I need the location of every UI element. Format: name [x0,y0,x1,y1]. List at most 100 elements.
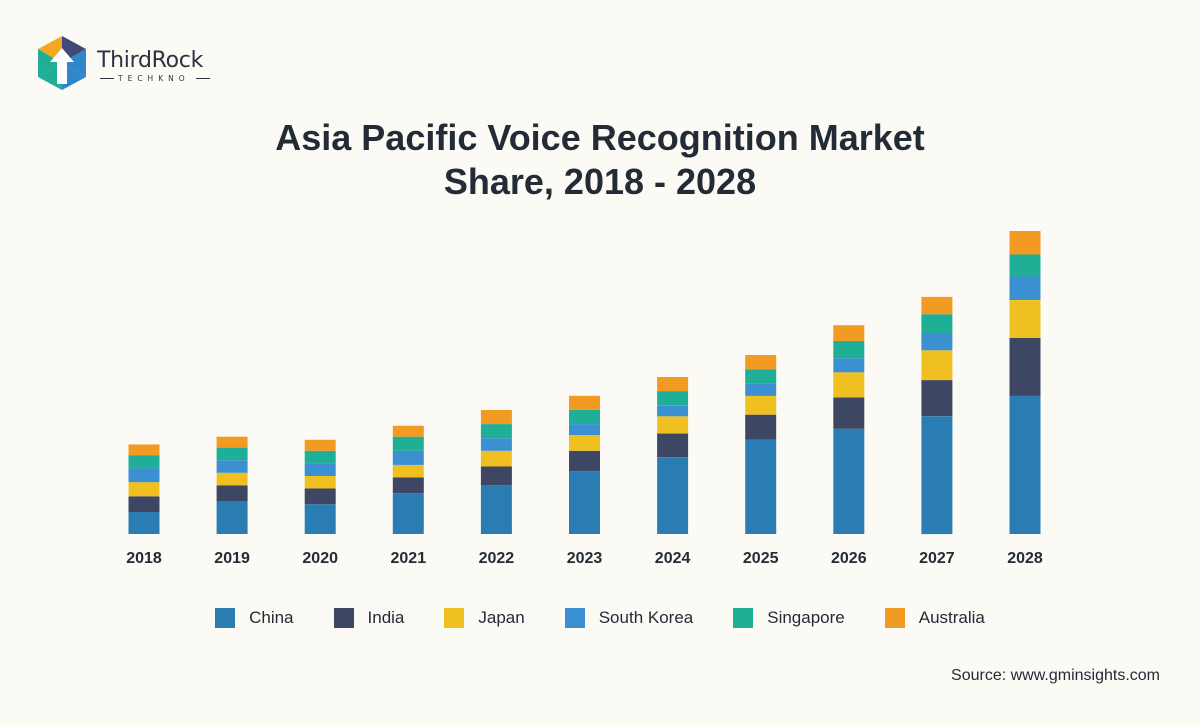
bar-segment-singapore-2028 [1009,254,1041,277]
legend-label: Japan [478,608,525,627]
bar-segment-india-2019 [216,485,248,501]
x-tick-label: 2024 [655,550,691,567]
legend-label: India [367,608,405,627]
bar-segment-singapore-2018 [128,455,160,469]
bar-segment-south-korea-2020 [304,463,336,476]
x-tick-label: 2025 [743,550,779,567]
bar-segment-south-korea-2024 [657,405,689,417]
bar-segment-china-2026 [833,428,865,534]
x-tick-label: 2023 [567,550,603,567]
brand-rule-left [100,78,114,79]
legend-item-singapore: Singapore [733,608,845,628]
bar-segment-japan-2021 [392,464,424,478]
bar-segment-india-2026 [833,397,865,429]
bar-segment-china-2028 [1009,395,1041,534]
brand-name: ThirdRock [97,48,204,73]
bar-segment-india-2028 [1009,337,1041,396]
bar-segment-singapore-2023 [569,410,600,425]
chart-title: Asia Pacific Voice Recognition Market Sh… [0,116,1200,204]
bar-segment-south-korea-2023 [569,424,600,436]
source-note: Source: www.gminsights.com [951,667,1160,684]
bar-segment-australia-2028 [1009,231,1041,255]
bar-segment-singapore-2025 [745,369,777,384]
legend-item-south-korea: South Korea [564,608,693,628]
bar-segment-china-2021 [392,493,424,534]
bar-segment-japan-2028 [1009,300,1041,338]
bar-segment-australia-2024 [657,377,689,392]
bar-segment-australia-2020 [304,439,336,451]
bar-segment-japan-2018 [128,482,160,497]
bar-segment-japan-2020 [304,475,336,489]
bar-segment-singapore-2026 [833,340,865,359]
bar-segment-singapore-2022 [480,424,512,439]
bar-segment-india-2021 [392,477,424,494]
bar-segment-china-2018 [128,512,160,534]
bar-segment-japan-2019 [216,472,248,486]
bar-segment-china-2024 [657,457,689,534]
bar-segment-australia-2021 [392,425,424,437]
x-tick-label: 2028 [1007,550,1043,567]
bar-segment-japan-2022 [480,450,512,467]
legend-swatch [733,608,754,628]
bar-segment-india-2022 [480,466,512,486]
bar-segment-china-2020 [304,504,336,534]
legend-item-australia: Australia [884,608,985,628]
x-tick-label: 2020 [302,550,338,567]
bar-segment-japan-2025 [745,395,777,415]
brand-tagline: TECHKNO [118,74,190,83]
legend-item-japan: Japan [444,608,525,628]
bar-segment-china-2027 [921,416,953,535]
chart-title-line-2: Share, 2018 - 2028 [443,161,757,202]
legend-swatch [884,608,905,628]
bar-segment-india-2018 [128,496,160,512]
bar-segment-japan-2023 [569,435,600,451]
legend-label: Singapore [767,608,845,627]
legend-swatch [333,608,354,628]
x-tick-label: 2019 [214,550,250,567]
x-tick-label: 2026 [831,550,867,567]
bar-segment-china-2022 [480,485,512,534]
bar-segment-australia-2019 [216,436,248,448]
legend-item-india: India [333,608,405,628]
brand-rule-right [196,78,210,79]
legend-swatch [444,608,465,628]
bar-segment-south-korea-2022 [480,438,512,451]
bar-segment-india-2024 [657,433,689,457]
bar-segment-south-korea-2021 [392,450,424,465]
stacked-bar-chart: 2018 2019 2020 2021 2022 2023 2024 2025 2026 2027… [126,231,1043,567]
legend-swatch [215,608,236,628]
bar-segment-japan-2027 [921,350,953,381]
bar-segment-south-korea-2018 [128,468,160,483]
bar-segment-australia-2018 [128,444,160,456]
chart-legend: China India Japan South Korea Singapore Austr… [0,608,1200,628]
bar-segment-singapore-2021 [392,436,424,451]
x-tick-label: 2022 [479,550,515,567]
bar-segment-india-2020 [304,488,336,505]
bar-segment-china-2023 [569,471,600,534]
bar-segment-india-2027 [921,380,953,417]
bar-segment-singapore-2027 [921,314,953,333]
bar-segment-south-korea-2019 [216,460,248,473]
hexagon-arrow-icon [38,36,86,90]
bar-segment-south-korea-2027 [921,333,953,351]
chart-title-line-1: Asia Pacific Voice Recognition Market [275,117,925,158]
brand-logo: ThirdRock TECHKNO [34,34,234,94]
bar-segment-australia-2027 [921,296,953,315]
x-tick-label: 2021 [391,550,427,567]
bar-segment-japan-2024 [657,416,689,434]
legend-label: China [249,608,294,627]
x-tick-label: 2027 [919,550,955,567]
bar-segment-singapore-2024 [657,391,689,406]
bar-segment-australia-2025 [745,355,777,370]
legend-swatch [564,608,585,628]
bar-segment-australia-2026 [833,325,865,341]
bar-segment-south-korea-2026 [833,358,865,373]
bar-segment-china-2019 [216,501,248,534]
bar-segment-australia-2022 [480,410,512,425]
bar-segment-singapore-2020 [304,450,336,464]
bar-segment-south-korea-2028 [1009,276,1041,300]
bar-segment-australia-2023 [569,395,600,410]
bar-segment-india-2025 [745,414,777,440]
x-tick-label: 2018 [126,550,162,567]
legend-label: Australia [918,608,985,627]
